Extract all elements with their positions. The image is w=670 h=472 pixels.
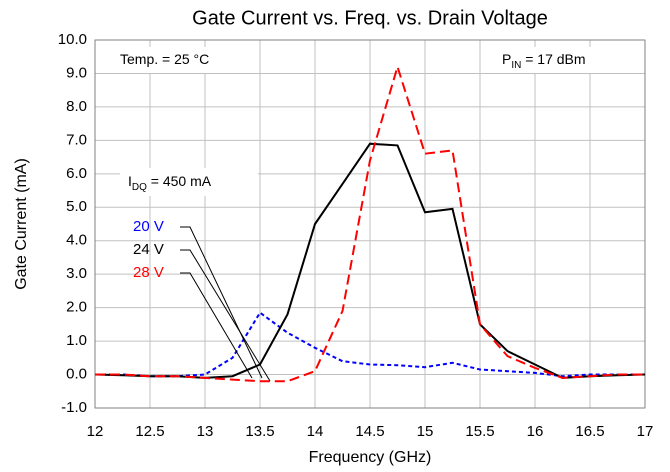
- annotation-box: [120, 168, 258, 196]
- line-series: [95, 311, 645, 378]
- x-tick-label: 14.5: [355, 423, 384, 440]
- legend-label: 28 V: [133, 264, 164, 281]
- leader-line: [180, 272, 253, 379]
- x-tick-label: 15.5: [465, 423, 494, 440]
- annotation-part: DQ: [132, 182, 147, 193]
- leader-line: [180, 226, 263, 379]
- legend-label: 20 V: [133, 218, 164, 235]
- annotation-part: = 17 dBm: [521, 51, 585, 67]
- x-tick-label: 16.5: [575, 423, 604, 440]
- annotation-part: = 450 mA: [147, 173, 212, 189]
- y-tick-label: 5.0: [66, 198, 87, 215]
- x-tick-label: 13.5: [245, 423, 274, 440]
- plot-frame: [94, 39, 646, 409]
- x-axis-label: Frequency (GHz): [309, 449, 432, 466]
- legend-label: 24 V: [133, 241, 164, 258]
- annotation: PIN = 17 dBm: [502, 51, 586, 71]
- y-tick-label: 4.0: [66, 232, 87, 249]
- x-tick-label: 13: [197, 423, 214, 440]
- annotation-part: P: [502, 51, 511, 67]
- annotation-part: I: [128, 173, 132, 189]
- line-series: [95, 63, 645, 383]
- annotation: IDQ = 450 mA: [128, 173, 212, 193]
- y-tick-label: 8.0: [66, 98, 87, 115]
- x-tick-label: 12.5: [135, 423, 164, 440]
- y-tick-label: 2.0: [66, 299, 87, 316]
- x-tick-label: 16: [527, 423, 544, 440]
- y-tick-label: 7.0: [66, 131, 87, 148]
- y-tick-label: 9.0: [66, 64, 87, 81]
- leader-line: [180, 249, 271, 382]
- y-tick-label: 6.0: [66, 165, 87, 182]
- y-tick-label: 3.0: [66, 265, 87, 282]
- y-tick-label: -1.0: [61, 399, 87, 416]
- x-tick-label: 15: [417, 423, 434, 440]
- annotation-part: Temp. = 25 °C: [120, 51, 209, 67]
- y-tick-label: 0.0: [66, 366, 87, 383]
- annotation: Temp. = 25 °C: [120, 51, 209, 67]
- x-tick-label: 14: [307, 423, 324, 440]
- annotation-part: IN: [511, 60, 521, 71]
- annotation-box: [106, 47, 250, 73]
- annotation-box: [488, 47, 632, 73]
- y-tick-label: 1.0: [66, 332, 87, 349]
- chart-title: Gate Current vs. Freq. vs. Drain Voltage: [192, 7, 548, 29]
- x-tick-label: 12: [87, 423, 104, 440]
- x-tick-label: 17: [637, 423, 654, 440]
- y-tick-label: 10.0: [58, 31, 87, 48]
- y-axis-label: Gate Current (mA): [13, 158, 30, 290]
